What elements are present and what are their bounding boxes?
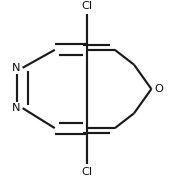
Text: O: O	[154, 84, 163, 94]
Text: N: N	[11, 103, 20, 113]
Text: N: N	[11, 63, 20, 73]
Text: Cl: Cl	[81, 1, 93, 11]
Text: Cl: Cl	[81, 167, 93, 177]
